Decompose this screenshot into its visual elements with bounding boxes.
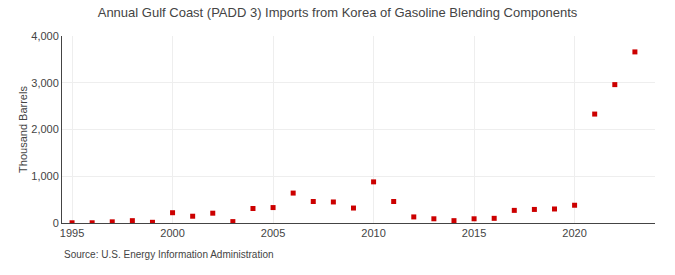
svg-text:Source: U.S. Energy Informatio: Source: U.S. Energy Information Administ…: [64, 249, 274, 260]
svg-text:2000: 2000: [160, 227, 184, 239]
svg-text:1995: 1995: [60, 227, 84, 239]
svg-text:Annual Gulf Coast (PADD 3) Imp: Annual Gulf Coast (PADD 3) Imports from …: [98, 5, 578, 20]
svg-text:3,000: 3,000: [31, 77, 59, 89]
svg-text:4,000: 4,000: [31, 30, 59, 42]
svg-text:0: 0: [53, 217, 59, 229]
svg-text:2005: 2005: [261, 227, 285, 239]
svg-text:1,000: 1,000: [31, 170, 59, 182]
svg-text:2010: 2010: [361, 227, 385, 239]
svg-text:2015: 2015: [462, 227, 486, 239]
svg-text:2,000: 2,000: [31, 123, 59, 135]
svg-text:Thousand Barrels: Thousand Barrels: [17, 86, 29, 173]
svg-text:2020: 2020: [562, 227, 586, 239]
